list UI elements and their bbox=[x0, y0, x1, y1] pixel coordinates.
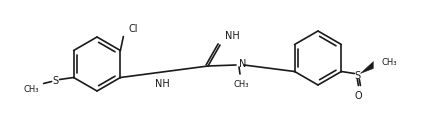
Text: CH₃: CH₃ bbox=[381, 58, 397, 67]
Text: O: O bbox=[354, 91, 362, 100]
Text: S: S bbox=[354, 71, 360, 80]
Text: NH: NH bbox=[155, 79, 170, 89]
Text: CH₃: CH₃ bbox=[23, 86, 39, 95]
Text: CH₃: CH₃ bbox=[233, 80, 249, 89]
Text: N: N bbox=[239, 59, 246, 69]
Text: Cl: Cl bbox=[128, 23, 138, 34]
Polygon shape bbox=[360, 62, 374, 74]
Text: S: S bbox=[53, 75, 59, 86]
Text: NH: NH bbox=[225, 31, 240, 41]
